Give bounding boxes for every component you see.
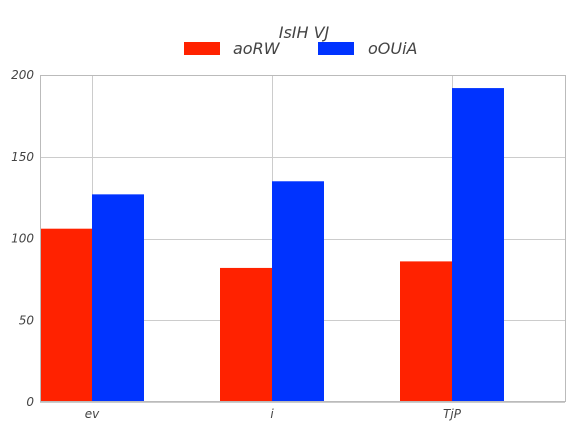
x-tick-label: ev [85,407,100,421]
x-tick-label: TjP [443,407,462,421]
bar-oOUiA-i [272,181,324,402]
x-tick-label: i [270,407,274,421]
y-tick-label: 50 [19,313,35,327]
legend-label-oOUiA: oOUiA [368,39,417,58]
bar-aoRW-ev [40,228,92,402]
legend: aoRW oOUiA [184,39,417,58]
bar-oOUiA-TjP [452,88,504,402]
bar-aoRW-i [220,267,272,402]
legend-swatch-aoRW [184,42,220,55]
y-tick-label: 0 [26,395,34,409]
y-tick-labels: 0 50 100 150 200 [11,68,34,409]
y-tick-label: 200 [11,68,34,82]
y-tick-label: 150 [11,150,34,164]
bar-oOUiA-ev [92,194,144,402]
bars [40,88,504,402]
chart-title: IsIH VJ [279,23,330,42]
plot-frame [40,75,566,402]
legend-swatch-oOUiA [318,42,354,55]
y-tick-label: 100 [11,232,34,246]
bar-aoRW-TjP [400,261,452,402]
x-tick-labels: ev i TjP [85,407,462,421]
legend-label-aoRW: aoRW [233,39,281,58]
